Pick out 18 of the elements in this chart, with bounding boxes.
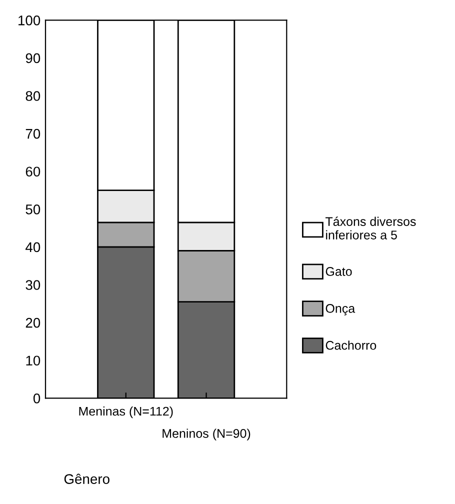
legend-label: Onça xyxy=(326,304,356,316)
text: Gênero xyxy=(64,474,110,484)
y-tick-label: 80 xyxy=(26,91,40,101)
y-tick-label: 100 xyxy=(18,15,40,26)
legend-label: Cachorro xyxy=(326,340,376,350)
y-tick-label: 20 xyxy=(26,318,40,328)
y-tick-label: 70 xyxy=(26,128,40,139)
y-tick-label: 0 xyxy=(33,393,40,404)
y-tick-label: 10 xyxy=(26,356,40,366)
legend-label: Gato xyxy=(326,267,352,276)
y-tick-label: 60 xyxy=(26,166,40,177)
y-tick-label: 30 xyxy=(26,280,40,290)
x-tick-label: Meninos (N=90) xyxy=(162,428,250,440)
legend-label: Táxons diversos inferiores a 5 xyxy=(326,216,416,240)
y-tick-label: 90 xyxy=(26,53,40,64)
y-tick-label: 50 xyxy=(26,204,40,214)
x-tick-label: Meninas (N=112) xyxy=(79,406,173,418)
y-tick-label: 40 xyxy=(26,242,40,252)
